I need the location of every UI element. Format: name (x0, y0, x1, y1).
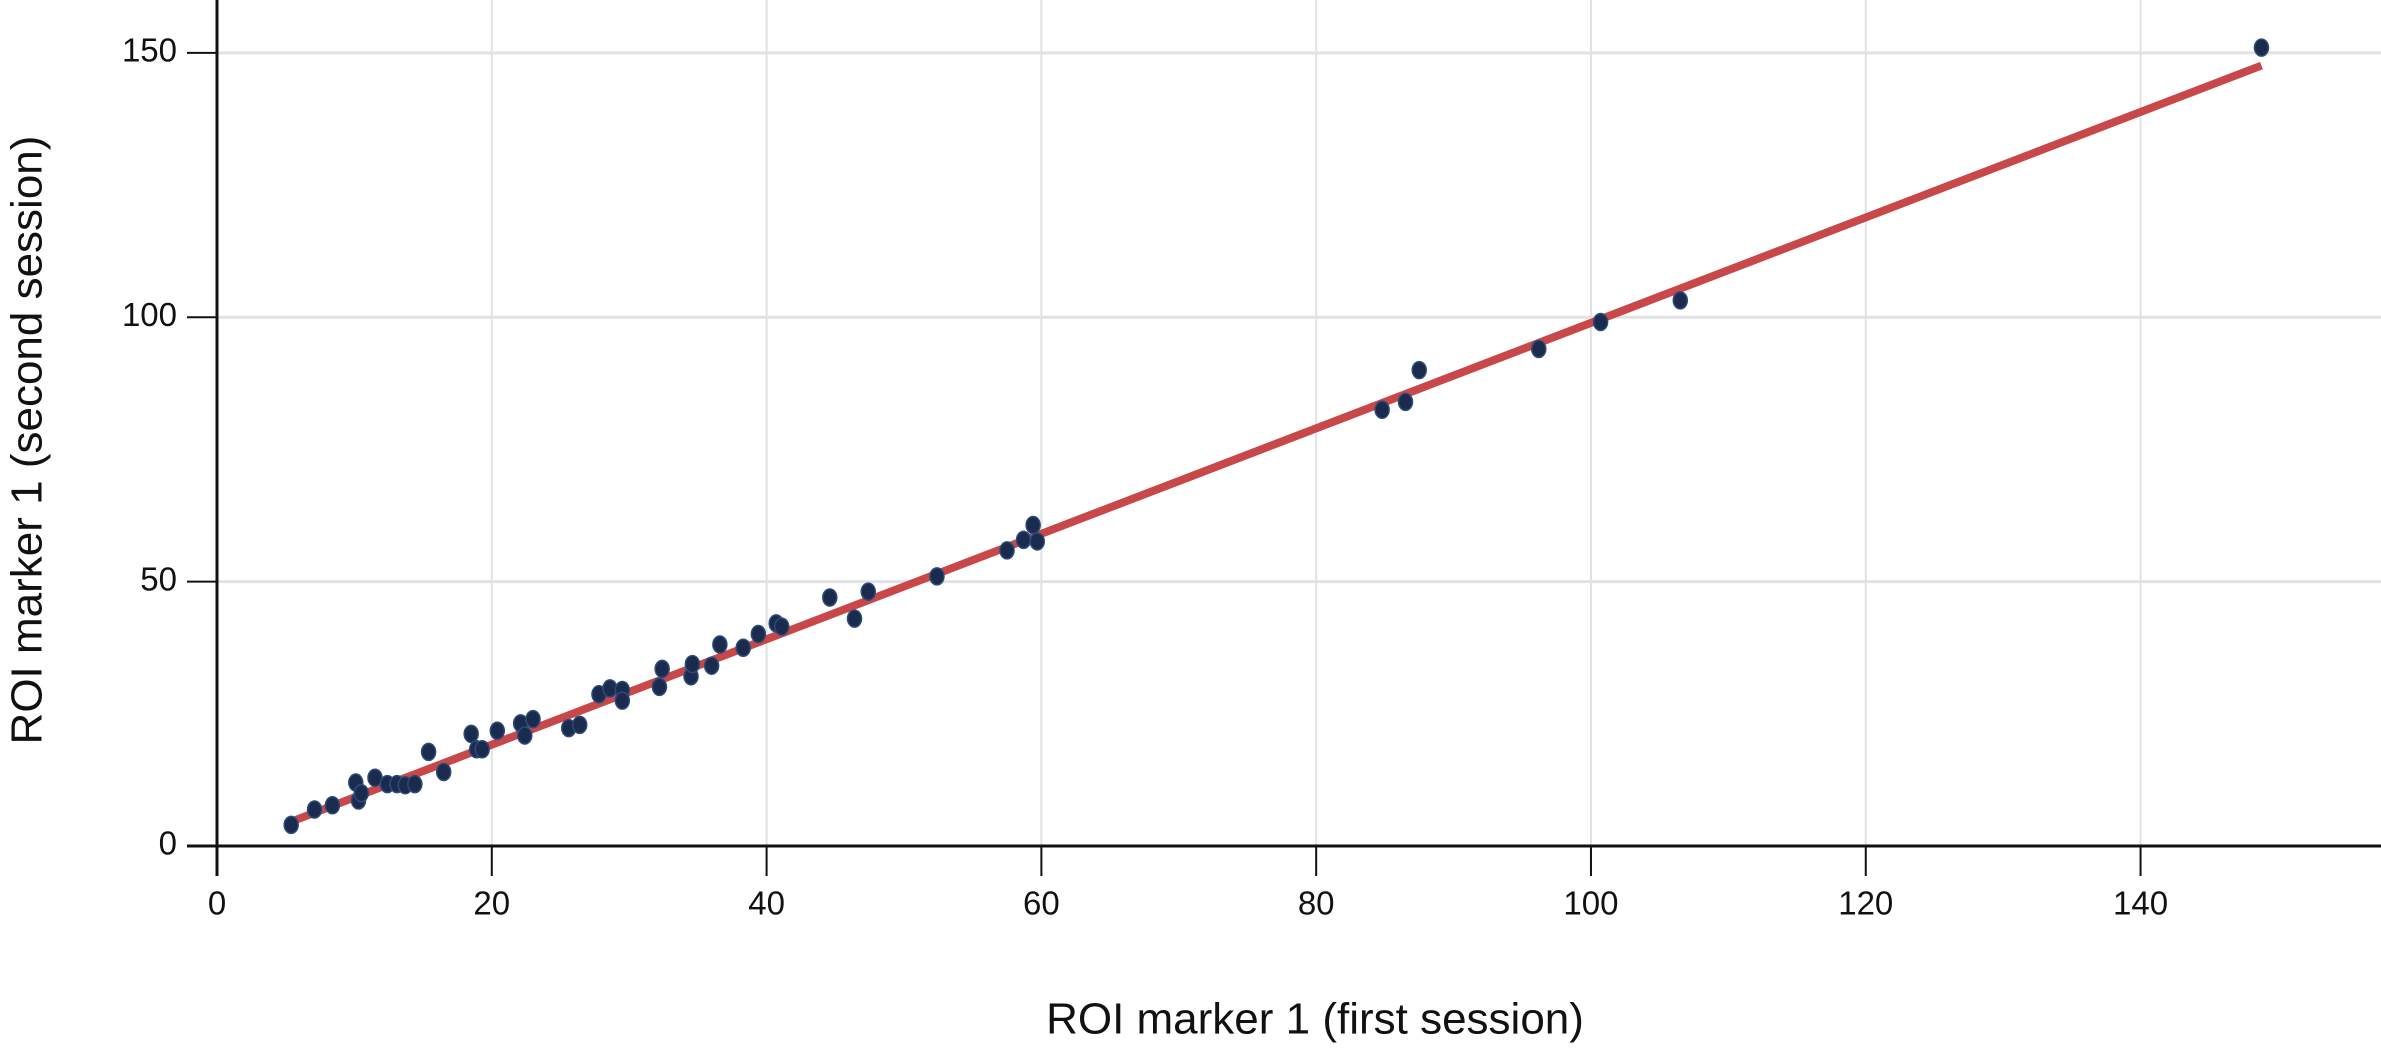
point (712, 635, 728, 654)
point (1592, 312, 1609, 332)
point (651, 677, 668, 697)
y-tick-label: 0 (159, 825, 177, 862)
point (407, 774, 423, 794)
point (614, 691, 631, 710)
point (1374, 400, 1390, 420)
point (1029, 532, 1046, 551)
point (2253, 38, 2270, 57)
point (1015, 530, 1032, 550)
point (353, 783, 370, 803)
point (463, 724, 479, 744)
point (1411, 360, 1427, 380)
fit-line (289, 61, 2263, 826)
point (420, 742, 437, 762)
point (822, 588, 838, 607)
point (324, 796, 341, 815)
point (1397, 392, 1414, 412)
point (1531, 339, 1547, 359)
point (306, 800, 323, 819)
y-tick-label: 150 (122, 32, 177, 69)
point (571, 715, 588, 735)
point (703, 656, 720, 675)
point (929, 567, 945, 586)
point (283, 815, 299, 835)
point (1025, 515, 1041, 535)
point (435, 762, 452, 782)
x-tick-label: 140 (2113, 885, 2168, 922)
x-tick-label: 20 (473, 885, 510, 922)
y-tick-label: 100 (122, 296, 177, 333)
point (846, 609, 863, 628)
point (750, 624, 767, 644)
point (773, 617, 790, 636)
point (1672, 291, 1689, 310)
point (860, 582, 877, 601)
x-tick-label: 0 (208, 885, 226, 922)
y-axis-title: ROI marker 1 (second session) (3, 136, 52, 745)
point (654, 659, 670, 679)
x-tick-label: 120 (1838, 885, 1893, 922)
x-tick-label: 40 (748, 885, 785, 922)
x-tick-label: 60 (1023, 885, 1060, 922)
x-tick-label: 100 (1563, 885, 1618, 922)
x-tick-label: 80 (1298, 885, 1335, 922)
point (474, 739, 490, 759)
point (525, 709, 541, 729)
x-axis-title: ROI marker 1 (first session) (1046, 995, 1584, 1044)
point (684, 654, 701, 674)
point (735, 638, 751, 657)
y-tick-label: 50 (140, 560, 177, 597)
point (517, 726, 533, 745)
point (489, 721, 506, 740)
point (999, 541, 1015, 560)
